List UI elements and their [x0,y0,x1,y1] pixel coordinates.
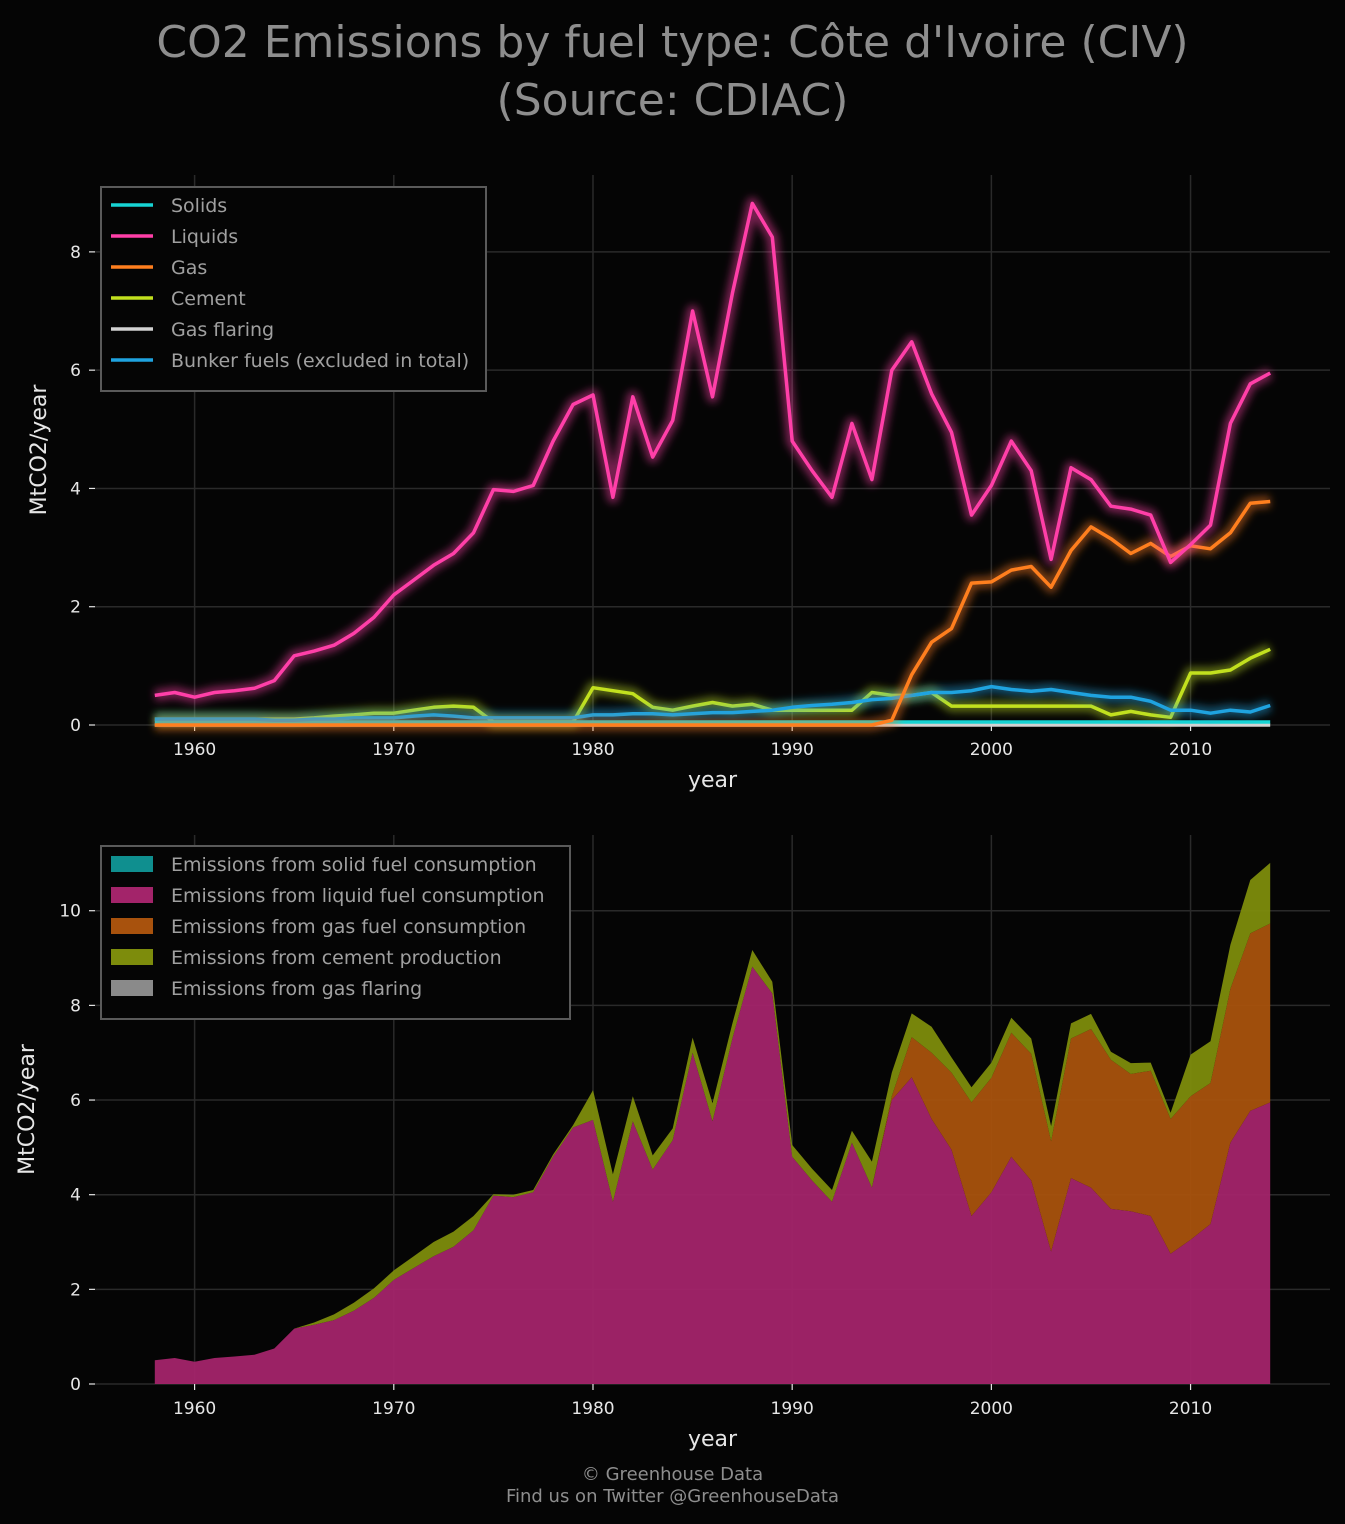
footer-twitter: Find us on Twitter @GreenhouseData [505,1486,840,1507]
title-line-1: CO2 Emissions by fuel type: Côte d'Ivoir… [156,17,1189,68]
y-tick-label: 6 [70,361,81,381]
legend: Solids Liquids Gas Cement Gas flaring Bunker … [100,186,487,392]
series-line-bunker-fuels-excluded-in-total [154,684,1271,723]
legend-swatch [111,887,153,903]
legend: Emissions from solid fuel consumption Emi… [100,845,571,1020]
footer: © Greenhouse Data Find us on Twitter @Gr… [0,1464,1345,1508]
series-layer [154,862,1271,1384]
footer-copyright: © Greenhouse Data [581,1464,764,1485]
legend-label: Cement [171,288,246,310]
series-line-liquids [154,201,1272,699]
x-axis-label: year [688,768,738,793]
y-tick-label: 8 [70,243,81,263]
x-tick-label: 2010 [1169,740,1212,760]
y-tick-label: 4 [70,1186,81,1206]
x-tick-label: 1990 [771,1399,814,1419]
legend-item: Emissions from gas flaring [111,978,422,1000]
x-tick-label: 1960 [173,1399,216,1419]
x-tick-label: 1960 [173,740,216,760]
y-tick-label: 10 [59,902,81,922]
y-tick-label: 0 [70,716,81,736]
legend-label: Gas [171,257,207,279]
area-emissions-from-cement-production [154,862,1271,1362]
legend-item: Emissions from gas fuel consumption [111,916,526,938]
legend-label: Emissions from gas fuel consumption [171,916,526,938]
legend-swatch [111,980,153,996]
area-emissions-from-liquid-fuel-consumption [154,966,1271,1384]
legend-label: Emissions from liquid fuel consumption [171,885,545,907]
legend-item: Emissions from cement production [111,947,502,969]
x-tick-label: 1980 [571,740,614,760]
legend-item: Bunker fuels (excluded in total) [111,350,469,372]
page-title: CO2 Emissions by fuel type: Côte d'Ivoir… [0,14,1345,130]
legend-label: Solids [171,195,227,217]
y-tick-label: 0 [70,1375,81,1395]
x-tick-label: 2010 [1169,1399,1212,1419]
x-tick-label: 1970 [372,740,415,760]
legend-item: Emissions from liquid fuel consumption [111,885,545,907]
series-line-gas [154,499,1271,727]
legend-item: Solids [111,195,227,217]
legend-swatch [111,856,153,872]
series-layer [153,197,1274,731]
x-tick-label: 2000 [970,1399,1013,1419]
legend-swatch [111,918,153,934]
stacked-area-chart: 1960 1970 1980 1990 2000 2010 0 2 4 6 8 10 year MtCO2… [15,835,1330,1452]
line-chart: 1960 1970 1980 1990 2000 2010 0 2 4 6 8 year MtCO2/y… [27,175,1330,793]
legend-item: Liquids [111,226,238,248]
legend-label: Emissions from cement production [171,947,502,969]
legend-label: Gas flaring [171,319,274,341]
y-tick-label: 2 [70,1280,81,1300]
legend-frame [100,186,487,392]
title-line-2: (Source: CDIAC) [496,75,849,126]
y-tick-label: 4 [70,479,81,499]
y-axis-label: MtCO2/year [15,1043,40,1175]
area-emissions-from-gas-fuel-consumption [154,923,1271,1362]
legend-label: Emissions from solid fuel consumption [171,854,537,876]
legend-swatch [111,949,153,965]
x-tick-label: 1980 [571,1399,614,1419]
legend-item: Gas flaring [111,319,274,341]
legend-item: Emissions from solid fuel consumption [111,854,537,876]
y-axis-label: MtCO2/year [27,384,52,516]
legend-label: Emissions from gas flaring [171,978,422,1000]
x-tick-label: 2000 [970,740,1013,760]
y-tick-label: 6 [70,1091,81,1111]
legend-label: Bunker fuels (excluded in total) [171,350,469,372]
legend-item: Cement [111,288,246,310]
x-tick-label: 1990 [771,740,814,760]
x-tick-label: 1970 [372,1399,415,1419]
y-tick-label: 8 [70,996,81,1016]
legend-label: Liquids [171,226,238,248]
x-axis-label: year [688,1427,738,1452]
legend-item: Gas [111,257,207,279]
legend-frame [100,845,571,1020]
y-tick-label: 2 [70,598,81,618]
